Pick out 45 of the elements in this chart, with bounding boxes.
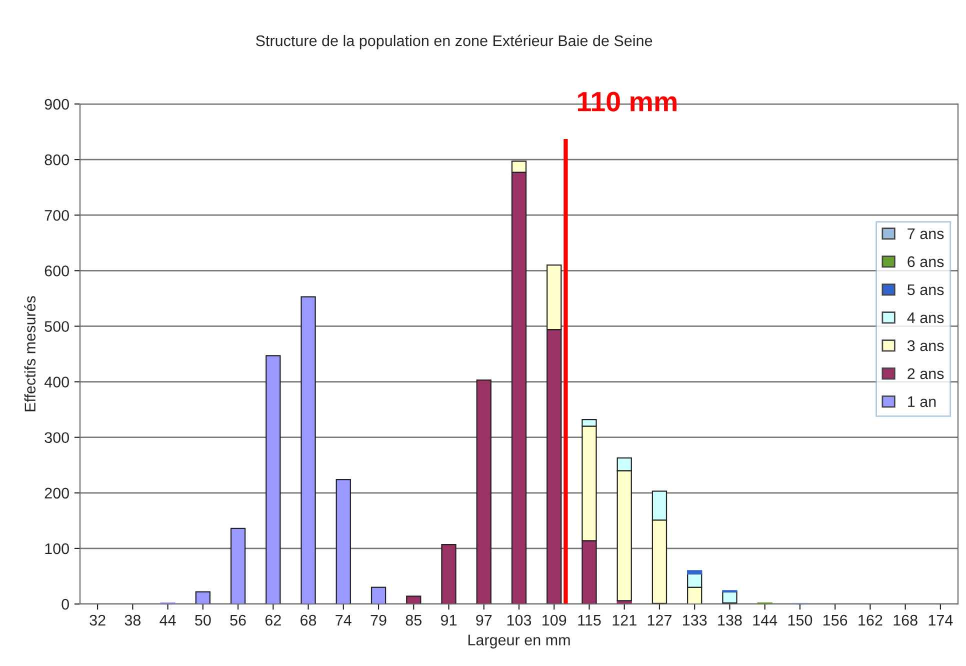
x-tick-label: 85 xyxy=(406,614,422,626)
legend-label: 4 ans xyxy=(907,312,944,324)
y-tick-label: 500 xyxy=(44,321,69,332)
x-tick-label: 121 xyxy=(612,614,636,626)
x-axis-title: Largeur en mm xyxy=(468,634,570,648)
y-tick-label: 800 xyxy=(44,154,69,166)
y-tick-label: 0 xyxy=(62,598,69,610)
y-axis-title: Effectifs mesurés xyxy=(24,296,36,412)
y-tick-label: 600 xyxy=(44,266,69,276)
chart-title: Structure de la population en zone Extérieur Baie de Seine xyxy=(256,34,652,50)
x-tick-label: 56 xyxy=(230,614,246,626)
legend-label: 3 ans xyxy=(907,340,944,352)
x-tick-label: 68 xyxy=(300,614,316,626)
x-tick-label: 91 xyxy=(440,614,457,626)
x-tick-label: 138 xyxy=(718,614,742,626)
x-tick-label: 174 xyxy=(928,614,953,626)
x-tick-label: 32 xyxy=(90,614,106,626)
x-tick-label: 168 xyxy=(894,614,918,626)
x-tick-label: 144 xyxy=(753,614,778,626)
y-tick-label: 400 xyxy=(44,376,69,388)
x-tick-label: 74 xyxy=(336,614,352,626)
x-tick-label: 44 xyxy=(160,614,176,626)
legend-label: 2 ans xyxy=(908,368,944,380)
x-tick-label: 162 xyxy=(858,614,882,626)
y-tick-label: 100 xyxy=(45,543,69,554)
x-tick-label: 38 xyxy=(124,614,141,626)
x-tick-label: 103 xyxy=(507,614,532,626)
legend-label: 1 an xyxy=(908,396,936,408)
y-tick-label: 300 xyxy=(44,432,69,444)
y-tick-label: 200 xyxy=(44,488,69,499)
x-tick-label: 156 xyxy=(824,614,848,626)
x-tick-label: 79 xyxy=(370,614,386,626)
x-tick-label: 109 xyxy=(542,614,566,626)
legend-label: 5 ans xyxy=(907,284,944,296)
x-tick-label: 133 xyxy=(683,614,707,626)
x-tick-label: 97 xyxy=(476,614,492,626)
y-tick-label: 900 xyxy=(44,98,69,110)
x-tick-label: 127 xyxy=(648,614,672,626)
x-tick-label: 62 xyxy=(265,614,281,626)
x-tick-label: 115 xyxy=(578,614,601,626)
legend-label: 6 ans xyxy=(908,256,944,268)
x-tick-label: 50 xyxy=(195,614,211,626)
x-tick-label: 150 xyxy=(788,614,812,626)
y-tick-label: 700 xyxy=(44,210,69,221)
legend-label: 7 ans xyxy=(908,228,944,240)
